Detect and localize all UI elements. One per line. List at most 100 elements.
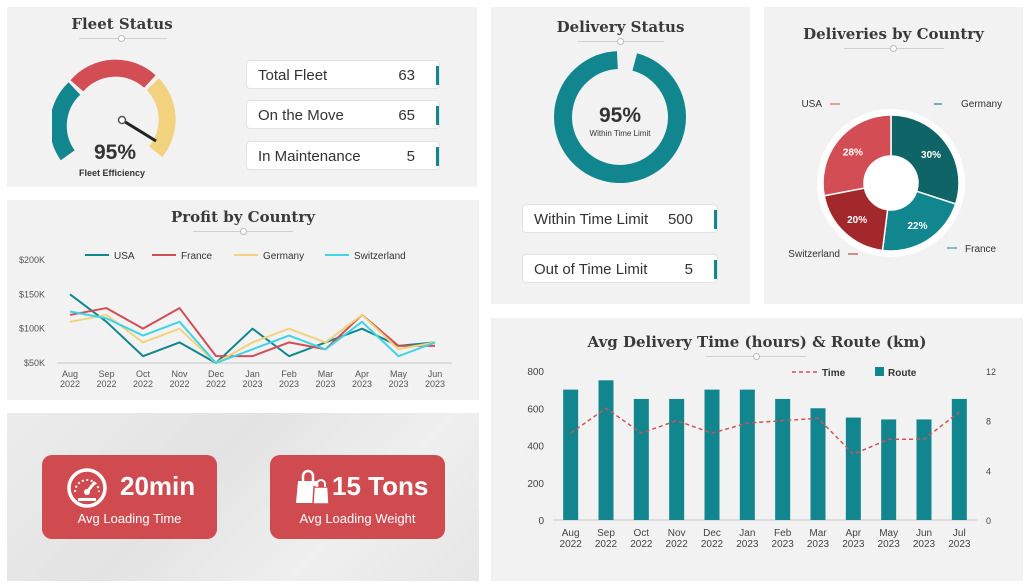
y-tick-label: 200 — [527, 479, 544, 490]
delivery-ring-chart — [554, 51, 686, 183]
route-bar — [704, 389, 720, 520]
avg-delivery-panel: Avg Delivery Time (hours) & Route (km) 0… — [491, 318, 1023, 581]
x-tick-label: Jan 2023 — [736, 528, 759, 550]
fleet-efficiency-gauge — [52, 59, 176, 161]
stat-out-of-time-limit: Out of Time Limit 5 — [522, 254, 718, 283]
gauge-needle — [121, 118, 157, 143]
series-line-switzerland — [69, 310, 436, 364]
y2-tick-label: 8 — [986, 417, 991, 427]
pie-legend-switzerland: Switzerland — [788, 249, 840, 260]
fleet-efficiency-label: Fleet Efficiency — [78, 168, 146, 178]
stat-label: Out of Time Limit — [534, 261, 648, 278]
stat-in-maintenance: In Maintenance 5 — [246, 141, 440, 170]
pie-slice-label: 22% — [908, 221, 928, 232]
deliveries-pie-chart: 30% Germany 22% France 20% Switzerland 28% USA — [788, 99, 1002, 260]
loading-stats-panel: 20min Avg Loading Time 15 Tons Avg Loadi… — [7, 413, 479, 581]
stat-label: Total Fleet — [258, 67, 328, 84]
x-tick-label: Mar 2023 — [315, 369, 335, 389]
x-tick-label: May 2023 — [388, 369, 408, 389]
route-bar — [633, 398, 649, 520]
x-tick-label: Feb 2023 — [772, 528, 795, 550]
y-tick-label: 600 — [527, 404, 544, 415]
y2-tick-label: 4 — [986, 466, 991, 476]
x-tick-label: May 2023 — [878, 528, 901, 550]
pie-slice-label: 20% — [847, 215, 867, 226]
x-tick-label: Sep 2022 — [96, 369, 116, 389]
fleet-status-title: Fleet Status — [71, 15, 173, 33]
legend-label-switzerland: Switzerland — [354, 251, 406, 262]
stat-value: 65 — [398, 107, 415, 124]
x-tick-label: Nov 2022 — [666, 528, 689, 550]
ring-arc-within — [554, 51, 686, 183]
x-tick-label: Sep 2022 — [595, 528, 618, 550]
x-tick-label: Jun 2023 — [913, 528, 936, 550]
speedometer-icon — [67, 468, 107, 508]
stat-label: In Maintenance — [258, 148, 361, 165]
legend-label-france: France — [181, 251, 213, 262]
gauge-arc-red — [70, 59, 156, 92]
route-bar — [739, 389, 755, 520]
x-tick-label: Oct 2022 — [133, 369, 153, 389]
y2-tick-label: 0 — [986, 516, 991, 526]
delivery-status-panel: Delivery Status 95% Within Time Limit Wi… — [491, 7, 750, 304]
stat-label: Within Time Limit — [534, 211, 649, 228]
legend-label-usa: USA — [114, 251, 135, 262]
y-tick-label: $100K — [19, 324, 45, 334]
y2-tick-label: 12 — [986, 367, 996, 377]
avg-loading-time-value: 20min — [120, 471, 196, 501]
route-bar — [598, 380, 614, 520]
stat-within-time-limit: Within Time Limit 500 — [522, 204, 718, 233]
avg-loading-weight-value: 15 Tons — [332, 471, 429, 501]
route-bar — [775, 398, 791, 520]
shopping-bag-icon — [296, 469, 330, 505]
avg-delivery-combo-chart: 0 200 400 600 800 0 4 8 12 Aug 2022 Sep 2022 Oct 2022 N… — [527, 367, 996, 550]
profit-by-country-title: Profit by Country — [171, 208, 315, 226]
route-bar — [881, 419, 897, 520]
pie-hole — [864, 156, 918, 210]
avg-loading-weight-card: 15 Tons Avg Loading Weight — [270, 455, 445, 539]
avg-loading-time-card: 20min Avg Loading Time — [42, 455, 217, 539]
stat-on-the-move: On the Move 65 — [246, 100, 440, 129]
x-tick-label: Jul 2023 — [948, 528, 971, 550]
legend-label-route: Route — [888, 368, 917, 379]
stat-label: On the Move — [258, 107, 344, 124]
fleet-status-panel: Fleet Status 95% Fleet Efficiency Total … — [7, 7, 477, 187]
avg-loading-time-label: Avg Loading Time — [77, 511, 182, 526]
y-tick-label: 800 — [527, 367, 544, 378]
x-tick-label: Aug 2022 — [560, 528, 583, 550]
x-tick-label: Apr 2023 — [352, 369, 372, 389]
gauge-arc-yellow — [146, 78, 176, 158]
profit-by-country-panel: Profit by Country $50K $100K $150K $200K Aug… — [7, 200, 479, 400]
stat-value: 500 — [667, 211, 693, 228]
x-tick-label: Nov 2022 — [169, 369, 189, 389]
profit-line-chart: $50K $100K $150K $200K Aug 2022 Sep 2022 Oct 2022… — [19, 251, 452, 389]
pie-slice-label: 28% — [843, 147, 863, 158]
legend-swatch-route — [875, 367, 884, 376]
x-tick-label: Dec 2022 — [701, 528, 724, 550]
legend-label-time: Time — [822, 368, 846, 379]
y-tick-label: $50K — [24, 358, 45, 368]
stat-value: 5 — [406, 148, 415, 165]
x-tick-label: Jan 2023 — [242, 369, 262, 389]
legend-label-germany: Germany — [263, 251, 304, 262]
route-bar — [810, 408, 826, 520]
x-tick-label: Apr 2023 — [842, 528, 865, 550]
route-bar — [916, 419, 932, 520]
route-bar — [669, 398, 685, 520]
ring-label: Within Time Limit — [589, 129, 651, 138]
series-line-germany — [69, 313, 436, 364]
deliveries-by-country-panel: Deliveries by Country 30% Germany 22% Franc… — [764, 7, 1023, 304]
stat-total-fleet: Total Fleet 63 — [246, 60, 440, 89]
x-tick-label: Feb 2023 — [279, 369, 299, 389]
fleet-efficiency-value: 95% — [93, 141, 137, 164]
y-tick-label: 400 — [527, 442, 544, 453]
delivery-status-title: Delivery Status — [556, 18, 685, 36]
time-line — [570, 407, 960, 456]
pie-legend-germany: Germany — [961, 99, 1002, 110]
x-tick-label: Dec 2022 — [206, 369, 226, 389]
gauge-arc-teal — [52, 82, 81, 161]
y-tick-label: $200K — [19, 255, 45, 265]
x-tick-label: Jun 2023 — [425, 369, 445, 389]
x-tick-label: Oct 2022 — [630, 528, 653, 550]
deliveries-by-country-title: Deliveries by Country — [803, 25, 984, 43]
